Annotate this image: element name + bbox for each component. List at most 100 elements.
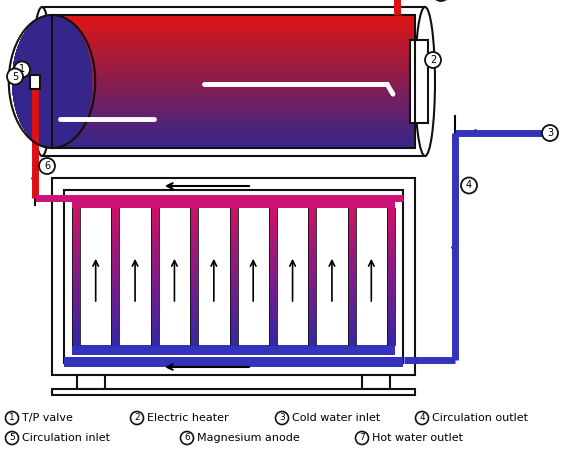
Bar [52,106,415,109]
Bar [190,315,198,318]
Bar [52,17,415,19]
Bar [269,331,277,335]
Bar [52,86,415,89]
Bar [230,320,237,324]
Bar [111,252,120,255]
Bar [52,43,415,45]
Bar [230,282,237,285]
Bar [410,40,428,123]
Bar [308,238,316,241]
Bar [230,285,237,288]
Bar [387,216,395,219]
Bar [151,282,159,285]
Bar [190,224,198,228]
Bar [308,293,316,296]
Bar [52,42,415,44]
Bar [72,249,80,252]
Bar [72,268,80,272]
Text: Circulation outlet: Circulation outlet [432,413,528,423]
Ellipse shape [12,15,92,148]
Bar [190,268,198,272]
Bar [111,224,120,228]
Bar [230,211,237,214]
Bar [308,320,316,324]
Bar [72,315,80,318]
Text: Hot water outlet: Hot water outlet [372,433,463,443]
Bar [52,67,415,69]
Bar [151,285,159,288]
Ellipse shape [12,15,92,148]
Ellipse shape [12,15,92,148]
Ellipse shape [12,15,92,148]
Bar [52,103,415,105]
Bar [308,213,316,217]
Bar [72,257,80,261]
Bar [151,216,159,219]
Ellipse shape [12,15,92,148]
Bar [190,320,198,324]
Bar [111,255,120,258]
Ellipse shape [12,15,92,148]
Ellipse shape [12,15,92,148]
Bar [72,323,80,326]
Circle shape [356,431,369,444]
Bar [347,296,356,299]
Bar [190,208,198,211]
Bar [308,208,316,211]
Bar [308,219,316,222]
Bar [230,249,237,252]
Bar [111,211,120,214]
Bar [308,340,316,343]
Bar [72,282,80,285]
Bar [190,296,198,299]
Bar [52,40,415,42]
Bar [52,125,415,127]
Bar [151,312,159,315]
Ellipse shape [12,15,92,148]
Bar [308,298,316,302]
Bar [387,298,395,302]
Bar [308,263,316,266]
Bar [387,249,395,252]
Bar [347,260,356,263]
Bar [190,230,198,233]
Bar [347,208,356,211]
Bar [230,340,237,343]
Bar [111,219,120,222]
Bar [347,255,356,258]
Bar [308,211,316,214]
Bar [72,208,80,211]
Bar [52,75,415,77]
Bar [230,224,237,228]
Text: 5: 5 [12,72,18,82]
Bar [230,276,237,280]
Text: 4: 4 [466,180,472,190]
Bar [269,342,277,346]
Bar [347,342,356,346]
Text: 3: 3 [547,128,553,138]
Bar [308,334,316,337]
Bar [72,296,80,299]
Bar [269,320,277,324]
Bar [347,309,356,313]
Ellipse shape [12,15,92,148]
Bar [269,307,277,310]
Ellipse shape [12,15,92,148]
Ellipse shape [12,15,92,148]
Bar [347,290,356,293]
Ellipse shape [12,15,92,148]
Bar [151,304,159,307]
Ellipse shape [12,15,92,148]
Bar [151,293,159,296]
Bar [387,287,395,291]
Circle shape [14,62,30,78]
Bar [151,274,159,277]
Bar [190,249,198,252]
Bar [347,211,356,214]
Bar [52,68,415,70]
Bar [308,342,316,346]
Bar [230,257,237,261]
Bar [151,268,159,272]
Bar [308,249,316,252]
Bar [387,208,395,211]
